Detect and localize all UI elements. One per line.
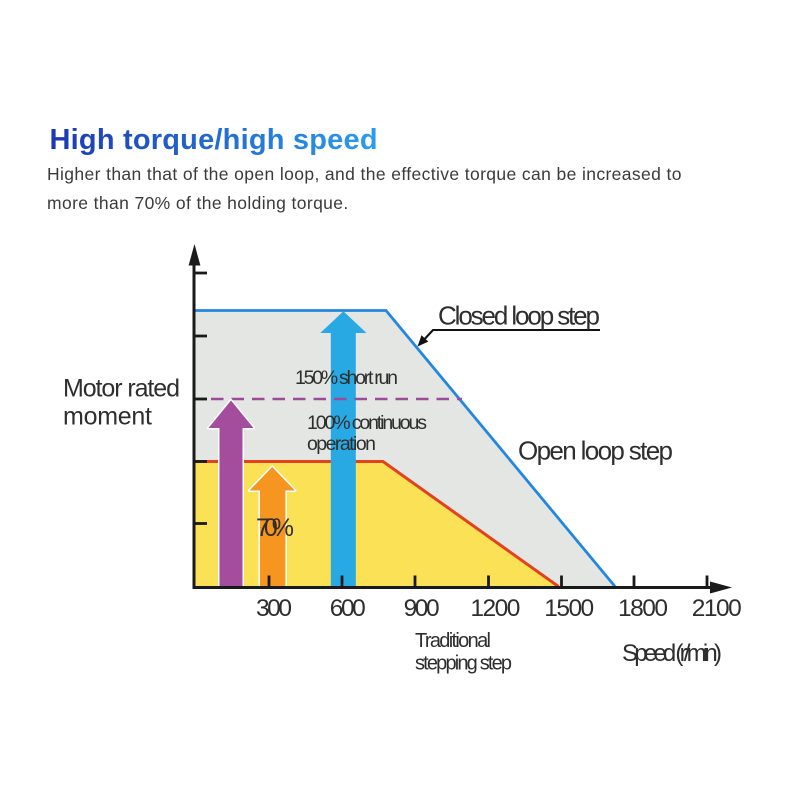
svg-text:operation: operation <box>307 433 376 455</box>
svg-text:moment: moment <box>63 403 152 431</box>
svg-text:Traditional: Traditional <box>415 630 491 652</box>
svg-text:150% short run: 150% short run <box>295 367 398 389</box>
svg-text:Motor rated: Motor rated <box>63 375 180 403</box>
svg-text:Closed loop step: Closed loop step <box>438 301 600 331</box>
svg-text:1200: 1200 <box>470 595 520 622</box>
svg-text:600: 600 <box>330 595 366 622</box>
svg-text:Open loop step: Open loop step <box>518 436 673 466</box>
svg-text:1500: 1500 <box>544 595 594 622</box>
svg-text:Speed (r/min): Speed (r/min) <box>622 640 722 667</box>
svg-text:1800: 1800 <box>618 595 668 622</box>
svg-text:stepping step: stepping step <box>415 653 512 675</box>
svg-text:2100: 2100 <box>692 595 742 622</box>
svg-text:300: 300 <box>256 595 292 622</box>
svg-text:900: 900 <box>404 595 440 622</box>
svg-text:70%: 70% <box>256 514 294 542</box>
svg-text:100% continuous: 100% continuous <box>307 412 427 434</box>
